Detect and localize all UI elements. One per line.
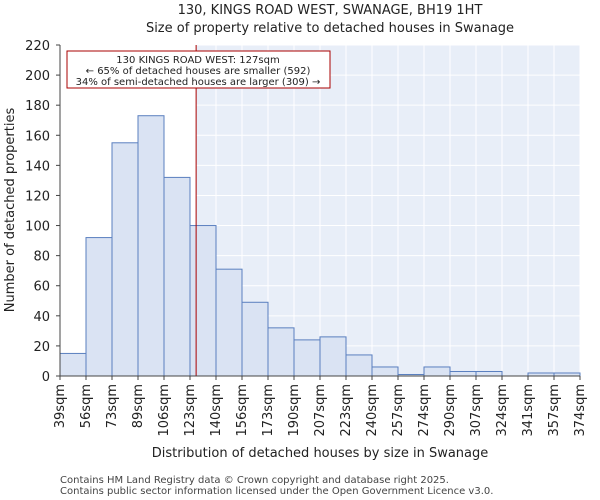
x-tick-label-240sqm: 240sqm bbox=[365, 384, 380, 437]
bars-group bbox=[59, 115, 581, 377]
bar-56sqm bbox=[85, 237, 113, 377]
x-tick-label-223sqm: 223sqm bbox=[339, 384, 354, 437]
bar-274sqm bbox=[423, 366, 451, 377]
x-tick-label-290sqm: 290sqm bbox=[443, 384, 458, 437]
x-tick-label-257sqm: 257sqm bbox=[391, 384, 406, 437]
chart-title: 130, KINGS ROAD WEST, SWANAGE, BH19 1HT bbox=[178, 3, 483, 18]
bar-73sqm bbox=[111, 142, 139, 377]
y-tick-label: 120 bbox=[25, 189, 50, 204]
annotation-line-3: 34% of semi-detached houses are larger (… bbox=[76, 77, 321, 88]
bar-123sqm bbox=[189, 225, 217, 377]
bar-307sqm bbox=[475, 370, 503, 377]
x-tick-label-56sqm: 56sqm bbox=[79, 384, 94, 428]
x-tick-label-39sqm: 39sqm bbox=[53, 384, 68, 428]
x-tick-label-106sqm: 106sqm bbox=[157, 384, 172, 437]
footer-line-2: Contains public sector information licen… bbox=[60, 486, 493, 497]
x-tick-label-374sqm: 374sqm bbox=[573, 384, 588, 437]
y-tick-label: 80 bbox=[33, 250, 50, 265]
x-axis-label: Distribution of detached houses by size … bbox=[152, 446, 489, 461]
bar-156sqm bbox=[241, 301, 269, 377]
bar-89sqm bbox=[137, 115, 165, 377]
x-tick-label-341sqm: 341sqm bbox=[521, 384, 536, 437]
bar-223sqm bbox=[345, 354, 373, 377]
bar-173sqm bbox=[267, 327, 295, 377]
chart-subtitle: Size of property relative to detached ho… bbox=[146, 21, 514, 36]
x-tick-label-73sqm: 73sqm bbox=[105, 384, 120, 428]
y-tick-label: 20 bbox=[33, 340, 50, 355]
y-tick-label: 60 bbox=[33, 280, 50, 295]
annotation-box: 130 KINGS ROAD WEST: 127sqm ← 65% of det… bbox=[66, 50, 331, 89]
bar-240sqm bbox=[371, 366, 399, 377]
y-tick-label: 160 bbox=[25, 129, 50, 144]
y-tick-label: 40 bbox=[33, 310, 50, 325]
x-tick-label-207sqm: 207sqm bbox=[313, 384, 328, 437]
bar-190sqm bbox=[293, 339, 321, 377]
x-tick-label-173sqm: 173sqm bbox=[261, 384, 276, 437]
y-axis-label: Number of detached properties bbox=[3, 108, 18, 313]
y-tick-label: 100 bbox=[25, 220, 50, 235]
footer-line-1: Contains HM Land Registry data © Crown c… bbox=[60, 475, 449, 486]
x-tick-labels: 39sqm 56sqm 73sqm 89sqm 106sqm 123sqm 140sqm 15… bbox=[53, 376, 588, 437]
y-tick-labels: 0 20 40 60 80 100 120 140 160 180 200 220 bbox=[25, 39, 60, 385]
x-tick-label-324sqm: 324sqm bbox=[495, 384, 510, 437]
bar-207sqm bbox=[319, 336, 347, 377]
y-tick-label: 220 bbox=[25, 39, 50, 54]
annotation-line-1: 130 KINGS ROAD WEST: 127sqm bbox=[116, 55, 279, 66]
y-tick-label: 180 bbox=[25, 99, 50, 114]
x-tick-label-307sqm: 307sqm bbox=[469, 384, 484, 437]
x-tick-label-190sqm: 190sqm bbox=[287, 384, 302, 437]
x-tick-label-89sqm: 89sqm bbox=[131, 384, 146, 428]
y-tick-label: 200 bbox=[25, 69, 50, 84]
x-tick-label-156sqm: 156sqm bbox=[235, 384, 250, 437]
x-tick-label-357sqm: 357sqm bbox=[547, 384, 562, 437]
x-tick-label-123sqm: 123sqm bbox=[183, 384, 198, 437]
x-tick-label-140sqm: 140sqm bbox=[209, 384, 224, 437]
bar-39sqm bbox=[59, 352, 87, 377]
y-tick-label: 140 bbox=[25, 159, 50, 174]
y-tick-label: 0 bbox=[42, 370, 50, 385]
annotation-frame bbox=[66, 50, 331, 89]
bar-140sqm bbox=[215, 268, 243, 377]
bar-106sqm bbox=[163, 176, 191, 377]
x-tick-label-274sqm: 274sqm bbox=[417, 384, 432, 437]
bar-290sqm bbox=[449, 370, 477, 377]
annotation-line-2: ← 65% of detached houses are smaller (59… bbox=[86, 66, 311, 77]
